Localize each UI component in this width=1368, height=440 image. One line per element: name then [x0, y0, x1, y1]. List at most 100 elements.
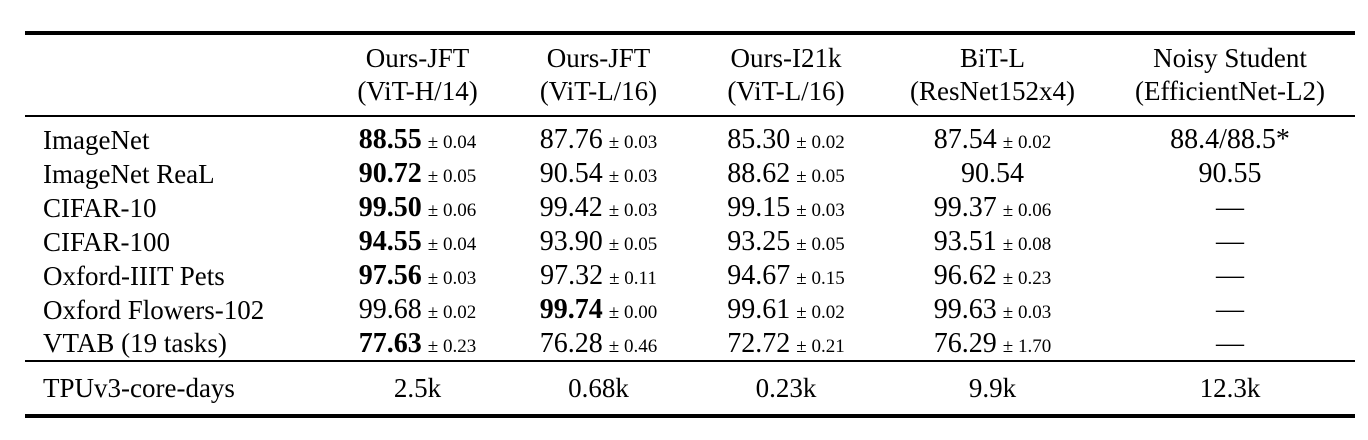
- table-cell: 9.9k: [880, 361, 1105, 416]
- cell-value: 99.15: [727, 192, 791, 223]
- column-header-empty: [25, 33, 330, 116]
- cell-value: —: [1216, 327, 1244, 359]
- table-cell: 88.62 ± 0.05: [692, 157, 880, 191]
- cell-error: ± 0.08: [1002, 234, 1052, 255]
- cell-value: 99.74: [539, 294, 603, 325]
- cell-value: 0.23k: [755, 372, 817, 403]
- cell-value: 99.61: [727, 294, 791, 325]
- table-cell: 99.15 ± 0.03: [692, 191, 880, 225]
- cell-value: 99.68: [358, 294, 422, 325]
- table-cell: 88.55 ± 0.04: [330, 123, 505, 157]
- cell-value: 76.28: [539, 327, 603, 359]
- cell-value: —: [1216, 260, 1244, 291]
- table-cell: —: [1105, 225, 1355, 259]
- table-row-cifar-100: CIFAR-100 94.55 ± 0.04 93.90 ± 0.05 93.25 ±…: [25, 225, 1355, 259]
- column-header-model: Ours-I21k: [730, 43, 842, 73]
- cell-error: ± 0.21: [796, 335, 845, 357]
- cell-error: ± 0.03: [796, 200, 845, 221]
- cell-value: 99.37: [933, 192, 997, 223]
- column-header-arch: (ResNet152x4): [910, 76, 1075, 106]
- cell-error: ± 0.23: [427, 335, 477, 357]
- cell-value: —: [1216, 226, 1244, 257]
- table-cell: 93.90 ± 0.05: [505, 225, 692, 259]
- cell-error: ± 0.05: [796, 166, 845, 187]
- table-cell: 99.68 ± 0.02: [330, 293, 505, 327]
- column-header-arch: (EfficientNet-L2): [1135, 76, 1325, 106]
- table-cell: 77.63 ± 0.23: [330, 327, 505, 361]
- table-row-oxford-flowers: Oxford Flowers-102 99.68 ± 0.02 99.74 ± 0.…: [25, 293, 1355, 327]
- cell-value: 90.54: [961, 158, 1024, 189]
- cell-value: —: [1216, 294, 1244, 325]
- table-cell: 88.4/88.5*: [1105, 123, 1355, 157]
- cell-value: 96.62: [933, 260, 997, 291]
- cell-value: 88.4/88.5*: [1170, 124, 1290, 155]
- table-cell: 97.32 ± 0.11: [505, 259, 692, 293]
- column-header-ours-jft-l16: Ours-JFT (ViT-L/16): [505, 33, 692, 116]
- table-cell: 94.67 ± 0.15: [692, 259, 880, 293]
- cell-value: 90.72: [358, 158, 422, 189]
- table-cell: 93.51 ± 0.08: [880, 225, 1105, 259]
- table-cell: 76.29 ± 1.70: [880, 327, 1105, 361]
- table-cell: 0.23k: [692, 361, 880, 416]
- cell-error: ± 0.02: [427, 302, 477, 323]
- cell-error: ± 0.46: [608, 335, 658, 357]
- row-label: VTAB (19 tasks): [43, 328, 227, 358]
- cell-value: 88.62: [727, 158, 791, 189]
- cell-error: ± 0.23: [1002, 268, 1052, 289]
- row-label: CIFAR-10: [43, 192, 157, 223]
- table-cell: 76.28 ± 0.46: [505, 327, 692, 361]
- row-label: ImageNet: [43, 124, 150, 155]
- cell-value: 9.9k: [968, 372, 1017, 403]
- cell-error: ± 0.04: [427, 132, 477, 153]
- cell-value: 90.55: [1198, 158, 1262, 189]
- cell-error: ± 0.05: [427, 166, 477, 187]
- table-row-imagenet: ImageNet 88.55 ± 0.04 87.76 ± 0.03 85.30 ± …: [25, 123, 1355, 157]
- cell-value: 93.90: [539, 226, 603, 257]
- results-body: ImageNet 88.55 ± 0.04 87.76 ± 0.03 85.30 ± …: [25, 116, 1355, 361]
- column-header-ours-i21k-l16: Ours-I21k (ViT-L/16): [692, 33, 880, 116]
- table-cell: —: [1105, 327, 1355, 361]
- cell-value: 90.54: [539, 158, 603, 189]
- header-row: Ours-JFT (ViT-H/14) Ours-JFT (ViT-L/16) …: [25, 33, 1355, 116]
- cell-error: ± 0.06: [1002, 200, 1052, 221]
- cell-error: ± 0.00: [608, 302, 658, 323]
- table-row-cifar-10: CIFAR-10 99.50 ± 0.06 99.42 ± 0.03 99.15 ± …: [25, 191, 1355, 225]
- footer-body: TPUv3-core-days 2.5k 0.68k 0.23k 9.9k 12…: [25, 361, 1355, 416]
- table-cell: 2.5k: [330, 361, 505, 416]
- cell-error: ± 0.03: [427, 268, 477, 289]
- table-cell: 72.72 ± 0.21: [692, 327, 880, 361]
- table-cell: 99.37 ± 0.06: [880, 191, 1105, 225]
- table-cell: —: [1105, 191, 1355, 225]
- row-label: Oxford Flowers-102: [43, 294, 265, 325]
- column-header-model: Noisy Student: [1153, 43, 1307, 73]
- row-label: TPUv3-core-days: [43, 372, 235, 403]
- cell-value: 88.55: [358, 124, 422, 155]
- cell-value: 94.55: [358, 226, 422, 257]
- table-row-vtab: VTAB (19 tasks) 77.63 ± 0.23 76.28 ± 0.46 …: [25, 327, 1355, 361]
- table-cell: 90.54 ± 0.03: [505, 157, 692, 191]
- cell-error: ± 0.02: [796, 132, 845, 153]
- table-cell: —: [1105, 293, 1355, 327]
- cell-error: ± 0.05: [796, 234, 845, 255]
- table-cell: 99.63 ± 0.03: [880, 293, 1105, 327]
- table-cell: 90.55: [1105, 157, 1355, 191]
- table-row-imagenet-real: ImageNet ReaL 90.72 ± 0.05 90.54 ± 0.03 88…: [25, 157, 1355, 191]
- row-label: ImageNet ReaL: [43, 158, 215, 189]
- table-header: Ours-JFT (ViT-H/14) Ours-JFT (ViT-L/16) …: [25, 33, 1355, 116]
- table-cell: 90.54: [880, 157, 1105, 191]
- cell-error: ± 0.03: [1002, 302, 1052, 323]
- table-cell: 99.50 ± 0.06: [330, 191, 505, 225]
- cell-value: 87.76: [539, 124, 603, 155]
- cell-value: —: [1216, 192, 1244, 223]
- cell-value: 93.51: [933, 226, 997, 257]
- cell-value: 0.68k: [568, 372, 629, 403]
- row-label: CIFAR-100: [43, 226, 171, 257]
- column-header-model: Ours-JFT: [546, 43, 651, 73]
- cell-value: 76.29: [933, 327, 997, 359]
- column-header-bit-l: BiT-L (ResNet152x4): [880, 33, 1105, 116]
- cell-error: ± 0.11: [609, 268, 657, 289]
- cell-error: ± 0.04: [427, 234, 477, 255]
- cell-value: 94.67: [727, 260, 791, 291]
- row-spacer: [25, 116, 1355, 123]
